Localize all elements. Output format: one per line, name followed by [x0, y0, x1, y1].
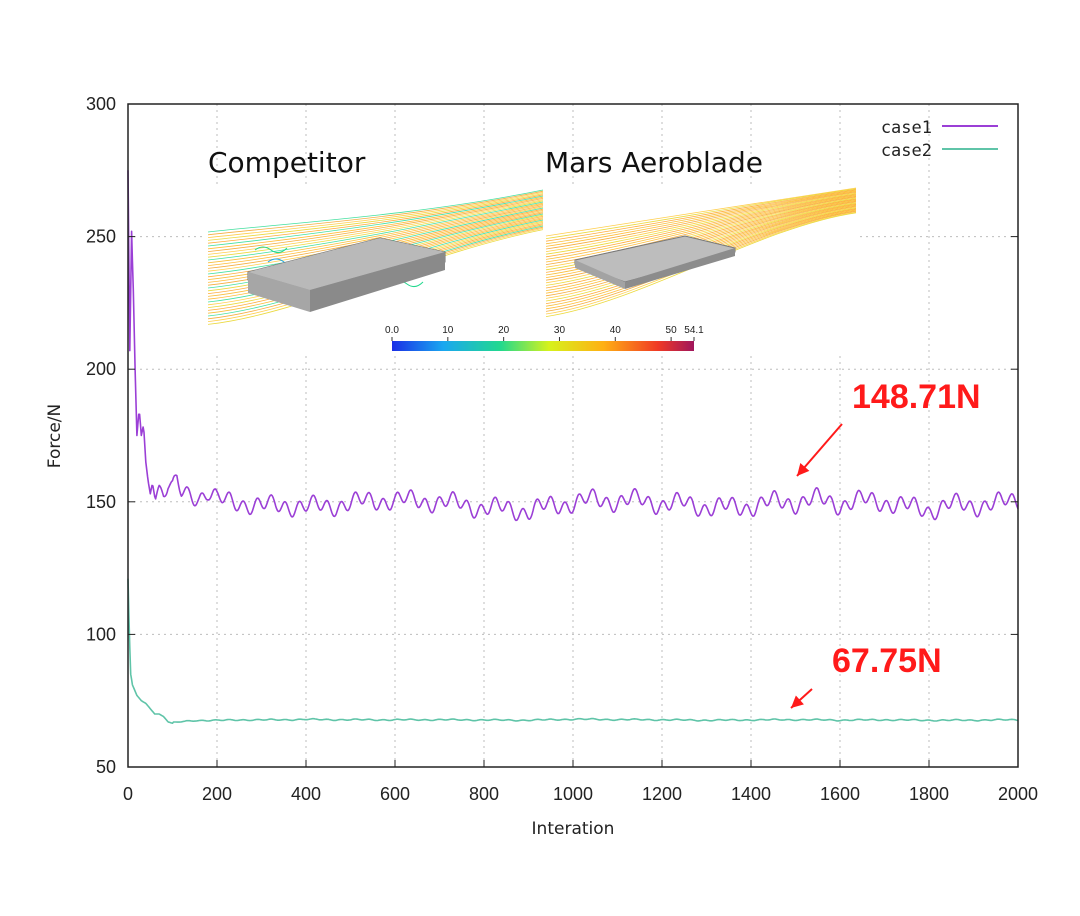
- colorbar-tick-label: 20: [498, 325, 510, 336]
- streamline: [545, 195, 857, 263]
- colorbar-tick-label: 0.0: [385, 325, 399, 336]
- streamline: [207, 190, 544, 236]
- colorbar-tick-label: 40: [610, 325, 622, 336]
- x-tick-label: 2000: [998, 784, 1038, 804]
- streamline: [545, 193, 857, 255]
- x-tick-label: 0: [123, 784, 133, 804]
- y-tick-label: 150: [86, 492, 116, 512]
- legend: case1 case2: [881, 118, 998, 161]
- streamline: [207, 202, 544, 264]
- y-axis-title: Force/N: [45, 404, 65, 468]
- annotation-case2-arrowhead: [791, 695, 804, 708]
- annotation-case2: 67.75N: [790, 642, 942, 709]
- streamline: [207, 198, 544, 252]
- grid: [128, 104, 1018, 767]
- streamline: [545, 192, 857, 252]
- x-tick-label: 1400: [731, 784, 771, 804]
- x-tick-label: 1600: [820, 784, 860, 804]
- y-tick-label: 200: [86, 359, 116, 379]
- x-tick-label: 200: [202, 784, 232, 804]
- x-axis-title: Interation: [532, 819, 615, 839]
- legend-label-case1: case1: [881, 118, 932, 138]
- colorbar-gradient: [392, 341, 694, 351]
- streamline: [545, 188, 857, 239]
- annotation-case1-arrowhead: [797, 462, 810, 476]
- streamline: [207, 195, 544, 247]
- x-tick-label: 800: [469, 784, 499, 804]
- streamline: [207, 194, 544, 244]
- mars-aeroblade-label: Mars Aeroblade: [545, 146, 763, 179]
- tick-labels: 0 200 400 600 800 1000 1200 1400 1600 1800 2000 50 1…: [86, 94, 1038, 804]
- streamline: [545, 194, 857, 258]
- series-line-case1: [127, 170, 1019, 522]
- streamline: [207, 192, 544, 238]
- x-tick-label: 600: [380, 784, 410, 804]
- streamline: [207, 189, 544, 233]
- legend-label-case2: case2: [881, 141, 932, 161]
- series-layer: [127, 170, 1019, 725]
- streamline: [545, 189, 857, 242]
- streamline: [545, 190, 857, 247]
- y-tick-label: 250: [86, 227, 116, 247]
- streamline: [207, 199, 544, 255]
- vortex-streak: [254, 246, 288, 254]
- annotation-case1: 148.71N: [796, 378, 981, 477]
- annotation-case1-value: 148.71N: [852, 378, 981, 416]
- streamline: [207, 200, 544, 258]
- colorbar-tick-label: 30: [554, 325, 566, 336]
- x-tick-label: 1800: [909, 784, 949, 804]
- x-tick-label: 400: [291, 784, 321, 804]
- y-tick-label: 50: [96, 757, 116, 777]
- colorbar-tick-label: 10: [442, 325, 454, 336]
- streamline: [207, 204, 544, 266]
- streamline: [545, 190, 857, 245]
- mars-aeroblade-body: [574, 235, 736, 289]
- annotation-case2-value: 67.75N: [832, 642, 942, 680]
- colorbar-tick-label: 50: [666, 325, 678, 336]
- competitor-body: [247, 237, 446, 312]
- competitor-label: Competitor: [208, 146, 366, 179]
- y-tick-label: 300: [86, 94, 116, 114]
- streamline: [207, 193, 544, 241]
- x-tick-label: 1200: [642, 784, 682, 804]
- streamline: [545, 194, 857, 260]
- colorbar-tick-label: 54.1: [684, 325, 704, 336]
- colorbar-ticks: 0.0 10 20 30 40 50 54.1: [385, 325, 704, 341]
- streamline: [207, 201, 544, 261]
- series-line-case2: [127, 578, 1019, 725]
- x-tick-label: 1000: [553, 784, 593, 804]
- streamline: [207, 196, 544, 250]
- colorbar: 0.0 10 20 30 40 50 54.1: [385, 325, 704, 351]
- streamline: [545, 191, 857, 250]
- y-tick-label: 100: [86, 624, 116, 644]
- streamline: [545, 187, 857, 237]
- inset-flow-visualization: Competitor Mars Aeroblade 0.0 10 20 30 40 50 5…: [206, 146, 857, 356]
